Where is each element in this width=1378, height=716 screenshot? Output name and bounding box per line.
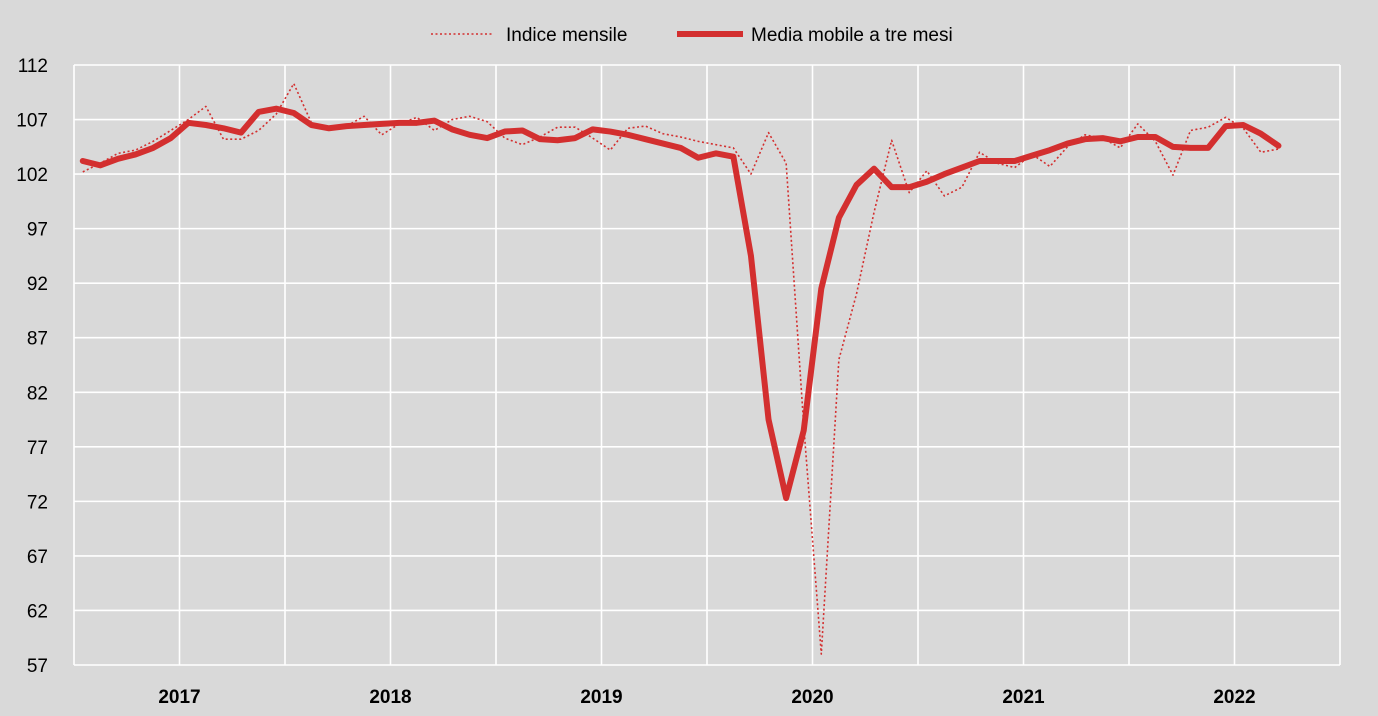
x-tick-label: 2019 — [580, 687, 622, 708]
y-tick-label: 107 — [16, 111, 48, 132]
x-tick-label: 2018 — [369, 687, 411, 708]
grid — [73, 64, 1341, 666]
x-tick-label: 2021 — [1002, 687, 1045, 708]
y-tick-label: 82 — [27, 383, 48, 404]
y-tick-label: 67 — [27, 547, 48, 568]
x-tick-label: 2017 — [158, 687, 200, 708]
legend-label-moving-average: Media mobile a tre mesi — [751, 25, 953, 46]
y-tick-label: 57 — [27, 656, 48, 677]
y-tick-label: 87 — [27, 329, 48, 350]
series-line-moving-average — [79, 105, 1282, 502]
y-tick-label: 77 — [27, 438, 48, 459]
legend-label-monthly-index: Indice mensile — [506, 25, 627, 46]
y-tick-label: 97 — [27, 220, 48, 241]
y-tick-label: 92 — [27, 274, 48, 295]
series-line-monthly-index — [82, 82, 1279, 655]
x-tick-label: 2020 — [791, 687, 833, 708]
y-tick-label: 112 — [18, 56, 48, 77]
y-tick-label: 62 — [27, 601, 48, 622]
y-tick-label: 72 — [27, 492, 48, 513]
legend: Indice mensile Media mobile a tre mesi — [388, 11, 993, 54]
series-lines — [79, 82, 1282, 655]
y-tick-label: 102 — [16, 165, 48, 186]
x-tick-label: 2022 — [1213, 687, 1255, 708]
y-axis-ticks: 57 62 67 72 77 82 87 92 97 102 107 112 — [16, 56, 48, 677]
x-axis-ticks: 2017 2018 2019 2020 2021 2022 — [158, 687, 1255, 708]
